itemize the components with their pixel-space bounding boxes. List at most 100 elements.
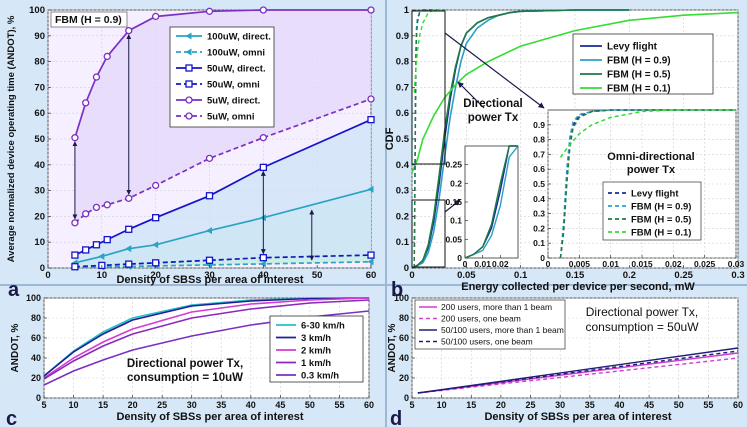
- y-tick-label: 0.4: [396, 160, 410, 171]
- x-tick-label: 55: [334, 400, 344, 410]
- y-tick-label: 0.9: [396, 31, 409, 42]
- y-tick-label: 0.1: [450, 216, 462, 226]
- x-tick-label: 40: [258, 270, 269, 281]
- panel-b-inset-omni-series-3-line: [559, 109, 736, 158]
- x-tick-label: 15: [98, 400, 108, 410]
- x-tick-label: 50: [305, 400, 315, 410]
- x-tick-label: 45: [275, 400, 285, 410]
- panel-a-series-5-point: [82, 210, 90, 218]
- panel-b-inset-omni-series-2-line: [559, 109, 736, 259]
- panel-a-series-5-point: [205, 154, 214, 163]
- legend-label: 200 users, more than 1 beam: [441, 302, 552, 312]
- y-tick-label: 80: [31, 313, 41, 323]
- panel-a-series-2-point: [82, 246, 90, 254]
- panel-c-annotation-line2: consumption = 10uW: [127, 372, 243, 384]
- x-tick-label: 20: [128, 400, 138, 410]
- x-tick-label: 0.25: [674, 270, 693, 281]
- x-tick-label: 0.15: [566, 270, 585, 281]
- x-tick-label: 0: [463, 259, 468, 269]
- x-tick-label: 30: [187, 400, 197, 410]
- panel-c-grid: [43, 297, 370, 399]
- panel-a-series-3-point: [367, 251, 375, 259]
- y-tick-label: 0: [40, 263, 45, 274]
- y-tick-label: 10: [34, 237, 45, 248]
- panel-a-series-2-point: [152, 214, 160, 222]
- panel-c-xlabel: Density of SBSs per area of interest: [116, 411, 303, 423]
- x-tick-label: 0: [45, 270, 50, 281]
- legend-label: 2 km/h: [301, 346, 331, 357]
- panel-a-series-5-point: [71, 219, 79, 227]
- panel-c: 5 10 15 20 25 30 35 40 45 50 55 60 0 20 40 60 80 100 c De…: [6, 293, 374, 427]
- legend-label: 6-30 km/h: [301, 321, 345, 332]
- panel-a-series-4-point: [71, 134, 79, 142]
- panel-d-annotation-line2: consumption = 50uW: [585, 320, 699, 334]
- panel-a-series-0-point: [152, 241, 159, 249]
- legend-label: FBM (H = 0.5): [607, 70, 671, 81]
- panel-a-annotation: FBM (H = 0.9): [55, 14, 122, 26]
- panel-b-inset-omni-title-line2: power Tx: [627, 164, 676, 176]
- legend-label: 100uW, direct.: [207, 32, 271, 43]
- y-tick-label: 90: [34, 31, 45, 42]
- panel-b-series-2-line: [411, 9, 630, 269]
- legend-marker: [185, 80, 193, 88]
- x-tick-label: 30: [204, 270, 215, 281]
- x-tick-label: 0.1: [514, 270, 528, 281]
- panel-d-label: d: [390, 408, 402, 427]
- panel-a-series-1-point: [259, 260, 266, 268]
- panel-a-annotation-box: [50, 11, 128, 28]
- legend-label: 1 km/h: [301, 358, 331, 369]
- x-tick-label: 0.005: [569, 259, 591, 269]
- panel-a-series-3-point: [259, 254, 267, 262]
- x-tick-label: 20: [150, 270, 161, 281]
- x-tick-label: 0.02: [665, 259, 682, 269]
- legend-label: 5uW, omni: [207, 112, 255, 123]
- panel-b-zoom-box-omni: [411, 10, 446, 165]
- panel-a-series-5-point: [152, 181, 160, 190]
- x-tick-label: 0.01: [602, 259, 619, 269]
- panel-a-xlabel: Density of SBSs per area of interest: [116, 274, 303, 286]
- panel-b-annotation-line2: power Tx: [468, 112, 519, 124]
- panel-a-series-5-point: [259, 134, 267, 142]
- panel-a-series-1-point: [367, 258, 374, 266]
- panel-a-series-0-point: [367, 185, 374, 193]
- panel-a-series-2-point: [92, 241, 101, 249]
- panel-b-annotation-line1: Directional: [463, 98, 522, 110]
- y-tick-label: 0.1: [396, 237, 410, 248]
- panel-a-series-0-point: [125, 245, 132, 253]
- y-tick-label: 40: [31, 353, 41, 363]
- panel-a-series-2-point: [205, 192, 214, 200]
- y-tick-label: 0.7: [533, 149, 545, 159]
- y-tick-label: 40: [34, 160, 45, 171]
- panel-a-series-4-point: [259, 6, 267, 14]
- y-tick-label: 0: [36, 393, 41, 403]
- y-tick-label: 0.2: [450, 178, 462, 188]
- panel-d-ticks: 5 10 15 20 25 30 35 40 45 50 55 60 0 20 40 60 80 100: [394, 293, 743, 410]
- legend-label: FBM (H = 0.5): [631, 215, 691, 226]
- x-tick-label: 20: [496, 400, 506, 410]
- panel-c-series-3-line: [43, 299, 370, 380]
- x-tick-label: 0.2: [623, 270, 636, 281]
- x-tick-label: 0: [409, 270, 414, 281]
- panel-a-legend: [169, 26, 275, 128]
- panel-a-series-0-point: [98, 252, 105, 260]
- y-tick-label: 70: [34, 82, 45, 93]
- x-tick-label: 30: [555, 400, 565, 410]
- y-tick-label: 0.8: [533, 135, 545, 145]
- panel-b-series-3-line: [411, 11, 739, 173]
- y-tick-label: 0.05: [445, 234, 462, 244]
- x-tick-label: 0.025: [694, 259, 716, 269]
- y-tick-label: 0.5: [533, 179, 545, 189]
- y-tick-label: 60: [31, 333, 41, 343]
- legend-label: 50uW, omni: [207, 80, 260, 91]
- panel-b-series: [411, 9, 739, 269]
- panel-c-ylabel: ANDOT, %: [10, 323, 21, 372]
- panel-d-legend: [414, 299, 566, 350]
- y-tick-label: 30: [34, 186, 45, 197]
- panel-c-legend: [269, 315, 364, 383]
- x-tick-label: 40: [614, 400, 624, 410]
- y-tick-label: 60: [399, 333, 409, 343]
- legend-marker: [185, 32, 192, 40]
- y-tick-label: 60: [34, 108, 45, 119]
- panel-b-arrow-omni: [444, 32, 545, 109]
